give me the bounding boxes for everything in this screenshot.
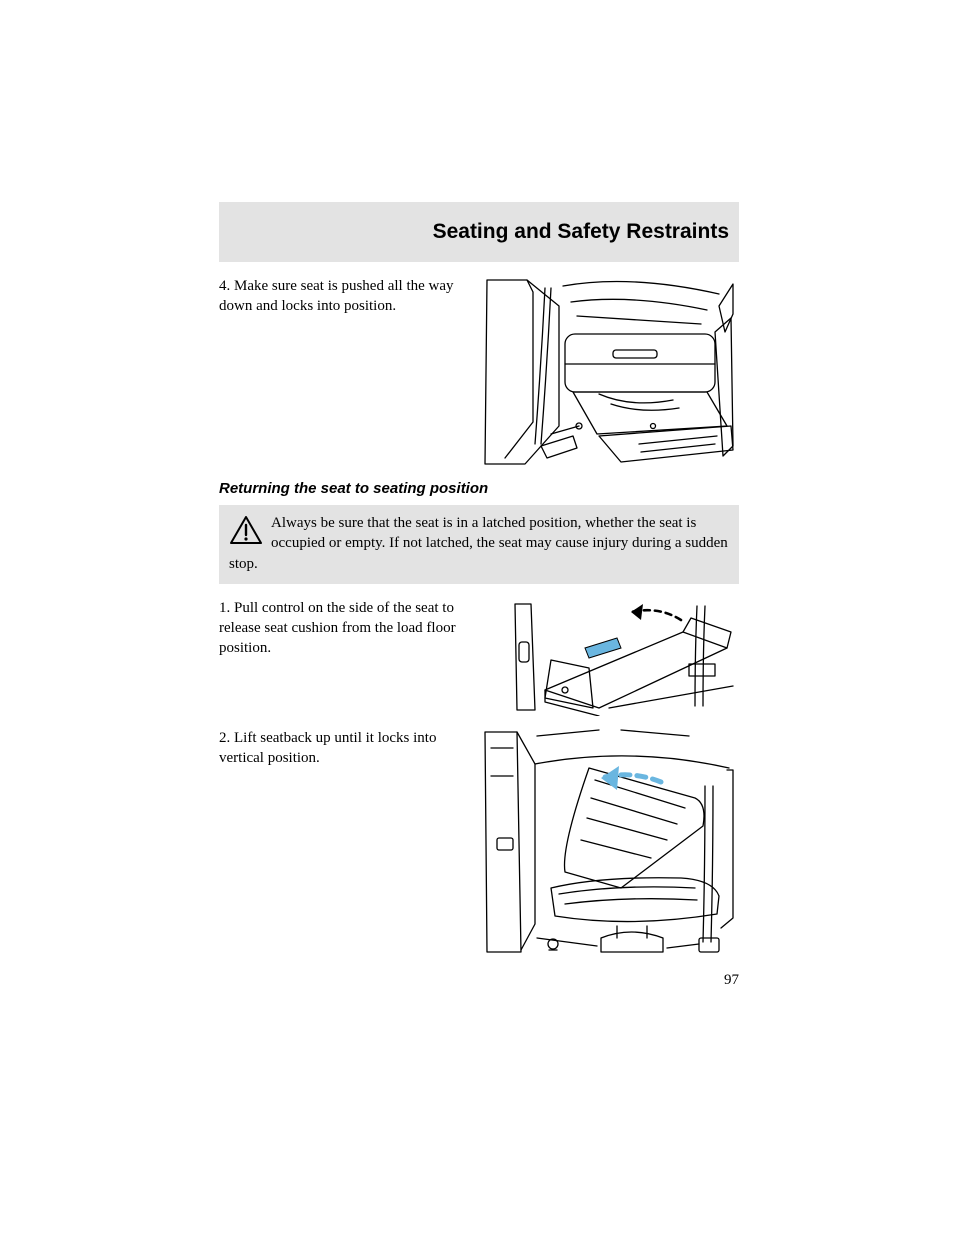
release-control-illustration (481, 598, 739, 716)
figure-seat-down (481, 276, 739, 468)
figure-release-control (481, 598, 739, 716)
section-title-bar: Seating and Safety Restraints (219, 202, 739, 262)
step1-row: 1. Pull control on the side of the seat … (219, 598, 739, 716)
section-title: Seating and Safety Restraints (433, 220, 729, 244)
page-content: Seating and Safety Restraints 4. Make su… (219, 202, 739, 989)
step4-text: 4. Make sure seat is pushed all the way … (219, 276, 471, 468)
seat-down-illustration (481, 276, 739, 468)
lift-seatback-illustration (481, 728, 739, 960)
warning-text: Always be sure that the seat is in a lat… (229, 515, 728, 572)
page-number: 97 (219, 972, 739, 989)
warning-icon (229, 515, 263, 551)
step2-row: 2. Lift seatback up until it locks into … (219, 728, 739, 960)
figure-lift-seatback (481, 728, 739, 960)
subheading: Returning the seat to seating position (219, 480, 739, 497)
step4-row: 4. Make sure seat is pushed all the way … (219, 276, 739, 468)
step2-text: 2. Lift seatback up until it locks into … (219, 728, 471, 960)
step1-text: 1. Pull control on the side of the seat … (219, 598, 471, 716)
warning-box: Always be sure that the seat is in a lat… (219, 505, 739, 584)
